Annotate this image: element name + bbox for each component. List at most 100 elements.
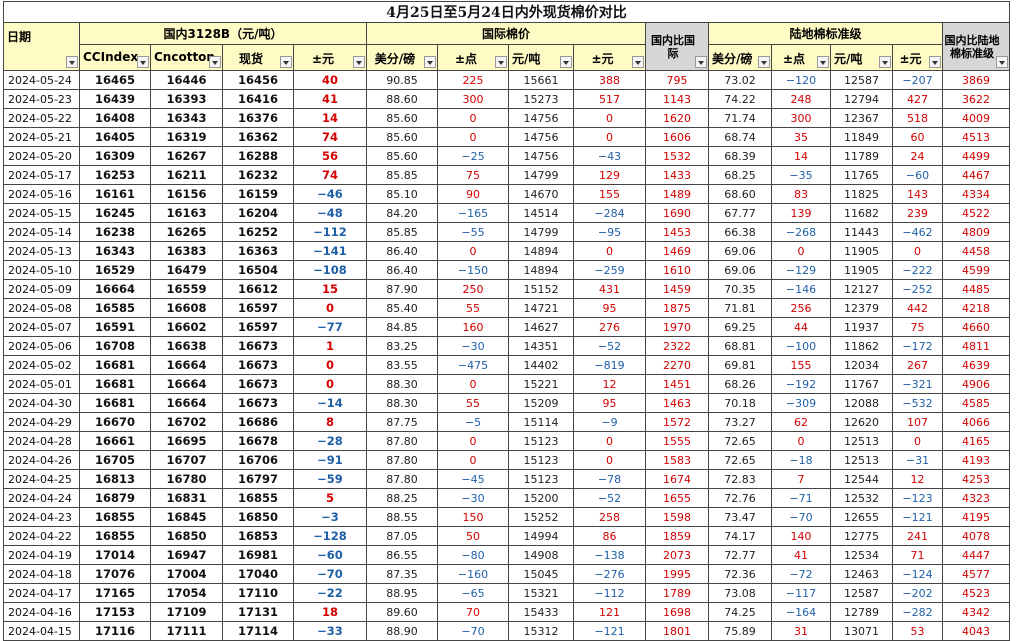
cell-ccindex[interactable]: 16343: [79, 241, 151, 261]
cell-ccindex[interactable]: 16253: [79, 165, 151, 185]
cell-intl-change[interactable]: −284: [573, 203, 646, 223]
cell-intl-yuan[interactable]: 14908: [508, 545, 574, 565]
cell-intl-usd[interactable]: 85.60: [366, 146, 438, 166]
cell-domestic-change[interactable]: 14: [293, 108, 367, 128]
cell-land-usd[interactable]: 66.38: [708, 222, 772, 242]
cell-intl-usd[interactable]: 85.60: [366, 108, 438, 128]
cell-intl-change[interactable]: 258: [573, 507, 646, 527]
cell-land-diff[interactable]: 4334: [942, 184, 1010, 204]
cell-spot[interactable]: 16853: [222, 526, 294, 546]
cell-land-diff[interactable]: 4447: [942, 545, 1010, 565]
cell-cncotton[interactable]: 16559: [150, 279, 223, 299]
cell-intl-yuan[interactable]: 15273: [508, 89, 574, 109]
cell-intl-points[interactable]: 300: [437, 89, 509, 109]
cell-intl-diff[interactable]: 1532: [645, 146, 709, 166]
cell-intl-points[interactable]: −30: [437, 488, 509, 508]
cell-intl-diff[interactable]: 1606: [645, 127, 709, 147]
cell-intl-yuan[interactable]: 15123: [508, 431, 574, 451]
cell-intl-diff[interactable]: 1453: [645, 222, 709, 242]
cell-ccindex[interactable]: 17116: [79, 621, 151, 641]
cell-land-usd[interactable]: 68.39: [708, 146, 772, 166]
cell-spot[interactable]: 16362: [222, 127, 294, 147]
cell-land-diff[interactable]: 4165: [942, 431, 1010, 451]
cell-cncotton[interactable]: 16163: [150, 203, 223, 223]
cell-land-yuan[interactable]: 11905: [830, 260, 893, 280]
cell-land-diff[interactable]: 4458: [942, 241, 1010, 261]
cell-date[interactable]: 2024-04-18: [3, 564, 80, 584]
cell-land-points[interactable]: 83: [771, 184, 831, 204]
cell-ccindex[interactable]: 16681: [79, 374, 151, 394]
filter-dropdown-icon[interactable]: [879, 56, 891, 68]
cell-intl-usd[interactable]: 83.55: [366, 355, 438, 375]
cell-intl-usd[interactable]: 85.60: [366, 127, 438, 147]
cell-cncotton[interactable]: 16850: [150, 526, 223, 546]
cell-intl-usd[interactable]: 85.10: [366, 184, 438, 204]
cell-land-points[interactable]: 140: [771, 526, 831, 546]
cell-cncotton[interactable]: 16664: [150, 355, 223, 375]
cell-land-change[interactable]: 0: [892, 431, 943, 451]
cell-intl-diff[interactable]: 1690: [645, 203, 709, 223]
filter-dropdown-icon[interactable]: [817, 56, 829, 68]
cell-land-diff[interactable]: 4585: [942, 393, 1010, 413]
cell-ccindex[interactable]: 16309: [79, 146, 151, 166]
cell-intl-points[interactable]: −65: [437, 583, 509, 603]
cell-domestic-change[interactable]: −3: [293, 507, 367, 527]
cell-land-usd[interactable]: 72.77: [708, 545, 772, 565]
cell-cncotton[interactable]: 17109: [150, 602, 223, 622]
cell-spot[interactable]: 16678: [222, 431, 294, 451]
cell-land-points[interactable]: 35: [771, 127, 831, 147]
cell-land-points[interactable]: −35: [771, 165, 831, 185]
cell-land-points[interactable]: −268: [771, 222, 831, 242]
header-intl-usd[interactable]: 美分/磅: [366, 44, 438, 71]
cell-spot[interactable]: 16855: [222, 488, 294, 508]
cell-cncotton[interactable]: 16319: [150, 127, 223, 147]
cell-land-points[interactable]: 7: [771, 469, 831, 489]
cell-land-yuan[interactable]: 12775: [830, 526, 893, 546]
cell-intl-points[interactable]: −475: [437, 355, 509, 375]
cell-ccindex[interactable]: 16245: [79, 203, 151, 223]
cell-land-change[interactable]: −222: [892, 260, 943, 280]
cell-spot[interactable]: 16706: [222, 450, 294, 470]
cell-intl-diff[interactable]: 1875: [645, 298, 709, 318]
cell-date[interactable]: 2024-04-16: [3, 602, 80, 622]
cell-land-change[interactable]: 71: [892, 545, 943, 565]
cell-spot[interactable]: 16159: [222, 184, 294, 204]
cell-land-points[interactable]: 31: [771, 621, 831, 641]
cell-land-change[interactable]: 239: [892, 203, 943, 223]
cell-date[interactable]: 2024-05-16: [3, 184, 80, 204]
cell-intl-yuan[interactable]: 15200: [508, 488, 574, 508]
cell-domestic-change[interactable]: −60: [293, 545, 367, 565]
cell-land-change[interactable]: −121: [892, 507, 943, 527]
cell-land-diff[interactable]: 4193: [942, 450, 1010, 470]
cell-spot[interactable]: 16597: [222, 298, 294, 318]
cell-intl-change[interactable]: 12: [573, 374, 646, 394]
filter-dropdown-icon[interactable]: [929, 56, 941, 68]
cell-cncotton[interactable]: 16707: [150, 450, 223, 470]
cell-land-points[interactable]: 155: [771, 355, 831, 375]
cell-cncotton[interactable]: 16211: [150, 165, 223, 185]
cell-intl-yuan[interactable]: 15661: [508, 70, 574, 90]
cell-land-yuan[interactable]: 12794: [830, 89, 893, 109]
cell-intl-points[interactable]: 0: [437, 127, 509, 147]
cell-date[interactable]: 2024-04-17: [3, 583, 80, 603]
cell-land-yuan[interactable]: 11789: [830, 146, 893, 166]
cell-intl-points[interactable]: −80: [437, 545, 509, 565]
cell-land-usd[interactable]: 72.83: [708, 469, 772, 489]
cell-land-yuan[interactable]: 11825: [830, 184, 893, 204]
cell-intl-usd[interactable]: 87.75: [366, 412, 438, 432]
cell-spot[interactable]: 16673: [222, 336, 294, 356]
cell-land-usd[interactable]: 68.81: [708, 336, 772, 356]
cell-intl-yuan[interactable]: 14627: [508, 317, 574, 337]
cell-land-change[interactable]: 442: [892, 298, 943, 318]
cell-intl-usd[interactable]: 87.05: [366, 526, 438, 546]
cell-intl-points[interactable]: −160: [437, 564, 509, 584]
cell-land-change[interactable]: 53: [892, 621, 943, 641]
cell-land-usd[interactable]: 74.22: [708, 89, 772, 109]
cell-intl-diff[interactable]: 1583: [645, 450, 709, 470]
cell-cncotton[interactable]: 16383: [150, 241, 223, 261]
cell-land-points[interactable]: −100: [771, 336, 831, 356]
cell-intl-points[interactable]: 160: [437, 317, 509, 337]
cell-land-usd[interactable]: 72.65: [708, 450, 772, 470]
cell-intl-change[interactable]: −138: [573, 545, 646, 565]
cell-ccindex[interactable]: 16708: [79, 336, 151, 356]
